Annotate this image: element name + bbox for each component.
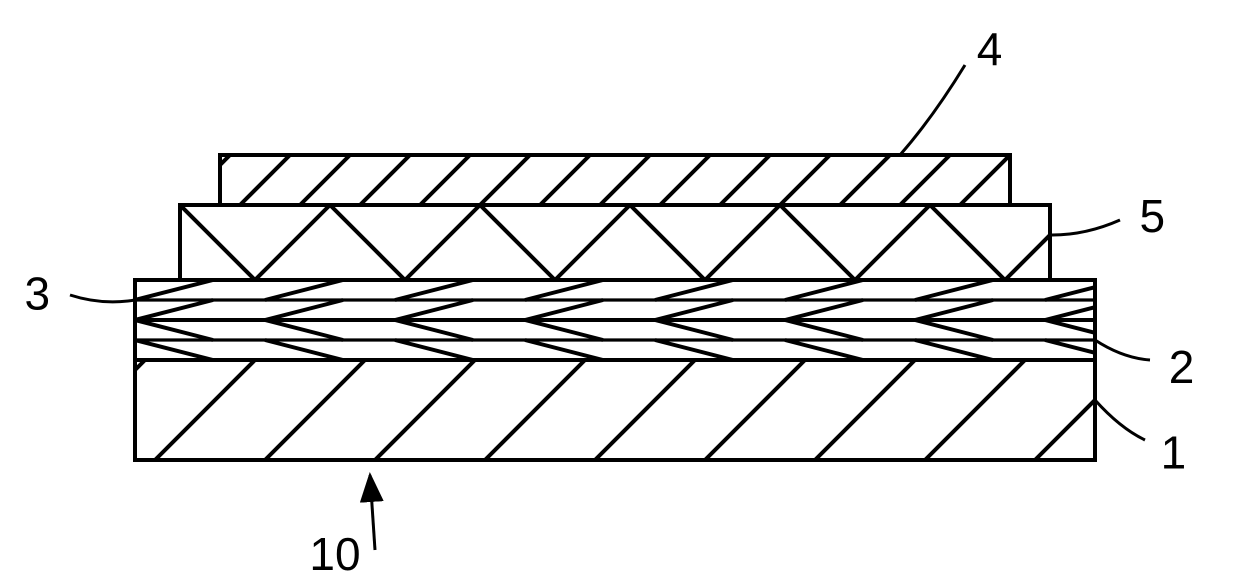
leader-1 — [1095, 400, 1145, 440]
leader-4 — [900, 65, 965, 155]
label-4: 4 — [977, 23, 1003, 75]
label-5: 5 — [1140, 190, 1166, 242]
layer-4 — [120, 155, 1070, 205]
leader-5 — [1050, 220, 1120, 235]
label-2: 2 — [1169, 341, 1195, 393]
layer-1 — [0, 360, 1240, 460]
label-3: 3 — [24, 268, 50, 320]
layer-2 — [135, 320, 1240, 360]
assembly-label: 10 — [309, 528, 360, 580]
leader-2 — [1095, 340, 1150, 360]
layered-cross-section: 1 2 3 5 4 10 — [0, 0, 1240, 586]
label-1: 1 — [1161, 427, 1187, 479]
assembly-arrow — [370, 475, 375, 550]
layer-3 — [135, 280, 1240, 320]
leader-3 — [70, 295, 135, 302]
layer-5 — [180, 205, 1230, 280]
